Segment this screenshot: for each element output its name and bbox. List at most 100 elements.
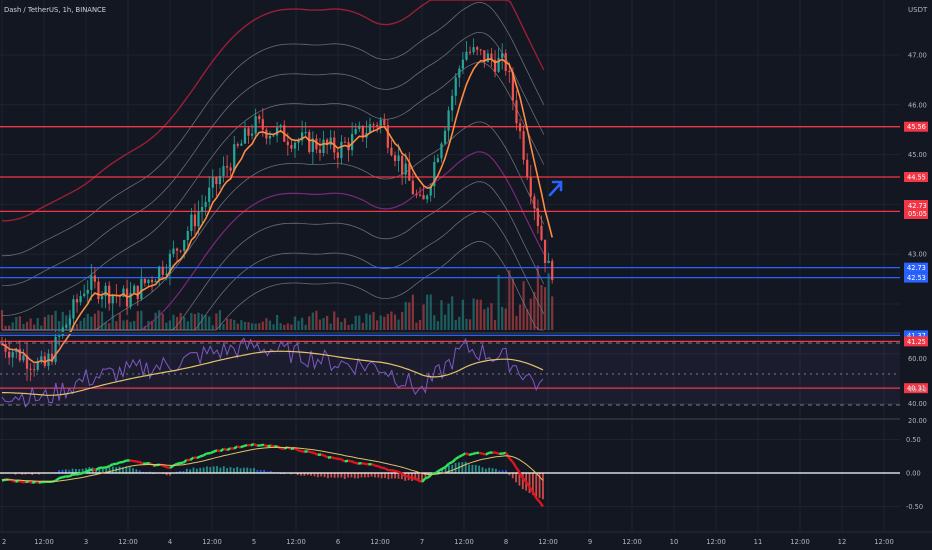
candle-body: [458, 68, 461, 78]
macd-segment: [438, 467, 443, 472]
price-ma-line: [1, 58, 553, 364]
macd-pane[interactable]: [0, 443, 900, 508]
macd-hist-bar: [232, 468, 235, 473]
macd-hist-bar: [451, 464, 454, 473]
macd-segment: [216, 449, 221, 453]
rsi-pane[interactable]: [0, 337, 900, 408]
price-tick: 43.00: [908, 251, 927, 259]
volume-bar: [508, 270, 511, 330]
candle-body: [75, 299, 79, 303]
candle-body: [422, 195, 425, 200]
candle-body: [386, 125, 389, 148]
envelope-line: [1, 31, 545, 286]
candle-body: [275, 127, 279, 136]
macd-hist-bar: [384, 473, 386, 479]
level-label-bg: [904, 330, 928, 341]
macd-segment: [267, 444, 272, 448]
macd-hist-bar: [290, 473, 292, 475]
candle-body: [140, 278, 143, 300]
macd-segment: [320, 453, 325, 457]
macd-hist-bar: [38, 473, 40, 475]
volume-bar: [465, 318, 468, 330]
macd-hist-bar: [491, 468, 494, 473]
macd-segment: [414, 477, 420, 482]
candle-body: [383, 119, 386, 126]
candle-body: [79, 296, 82, 303]
volume-bar: [472, 298, 475, 330]
envelope-line: [2, 1, 545, 257]
volume-bar: [265, 318, 268, 330]
candle-body: [440, 143, 443, 159]
volume-bar: [372, 312, 375, 330]
macd-hist-bar: [105, 468, 108, 473]
macd-segment: [105, 465, 110, 469]
macd-segment: [78, 471, 83, 476]
macd-hist-bar: [259, 469, 262, 473]
candle-body: [468, 51, 472, 53]
macd-segment: [478, 451, 483, 455]
volume-bar: [368, 314, 372, 330]
macd-signal-line: [2, 446, 544, 482]
time-tick: 6: [336, 538, 340, 546]
time-tick: 12:00: [286, 538, 306, 546]
candle-body: [11, 352, 14, 358]
time-tick: 7: [420, 538, 424, 546]
volume-bar: [275, 315, 279, 330]
candle-body: [536, 208, 540, 226]
macd-line: [1, 443, 544, 508]
candle-body: [529, 177, 532, 197]
volume-bar: [50, 314, 54, 330]
candle-body: [236, 144, 239, 146]
macd-segment: [243, 443, 248, 448]
level-label: 45.56: [907, 123, 926, 131]
volume-bar: [326, 315, 329, 330]
volume-bar: [104, 322, 107, 330]
macd-segment: [515, 466, 521, 474]
macd-segment: [35, 480, 40, 484]
macd-hist-bar: [360, 473, 363, 478]
level-label: 42.73: [907, 264, 926, 272]
volume-bar: [461, 299, 464, 330]
candle-body: [58, 335, 61, 337]
macd-hist-bar: [471, 464, 474, 473]
price-pane[interactable]: [0, 0, 900, 389]
volume-bar: [279, 323, 282, 330]
candle-body: [501, 53, 504, 58]
envelope-line: [2, 0, 545, 222]
macd-segment: [58, 476, 63, 480]
candle-body: [40, 356, 43, 362]
volume-bars: [0, 265, 554, 330]
candle-body: [183, 239, 186, 251]
macd-hist-bar: [518, 473, 521, 486]
macd-hist-bar: [542, 473, 544, 500]
macd-segment: [330, 456, 335, 460]
macd-segment: [300, 449, 305, 453]
candle-body: [543, 239, 547, 264]
volume-bar: [175, 317, 179, 330]
volume-bar: [161, 313, 164, 330]
macd-segment: [441, 465, 447, 470]
macd-segment: [347, 459, 352, 463]
macd-hist-bar: [521, 473, 524, 490]
candle-body: [290, 145, 293, 149]
volume-bar: [11, 322, 14, 330]
volume-bar: [526, 309, 529, 330]
macd-segment: [377, 465, 383, 469]
macd-hist-bar: [481, 467, 484, 473]
macd-segment: [508, 457, 514, 463]
macd-hist-bar: [216, 466, 218, 473]
macd-hist-bar: [122, 466, 124, 473]
time-tick: 12:00: [34, 538, 54, 546]
time-axis[interactable]: 2 12:00 3 12:00 4 12:00 5 12:00 6 12:00 7 12:00 8 12:…: [0, 531, 932, 546]
volume-bar: [250, 323, 254, 330]
candle-body: [233, 144, 236, 171]
volume-bar: [304, 324, 307, 330]
time-tick: 4: [168, 538, 172, 546]
volume-bar: [454, 320, 457, 330]
candle-body: [390, 147, 393, 156]
macd-hist-bar: [182, 470, 185, 473]
macd-segment: [384, 467, 390, 472]
volume-bar: [115, 321, 118, 330]
